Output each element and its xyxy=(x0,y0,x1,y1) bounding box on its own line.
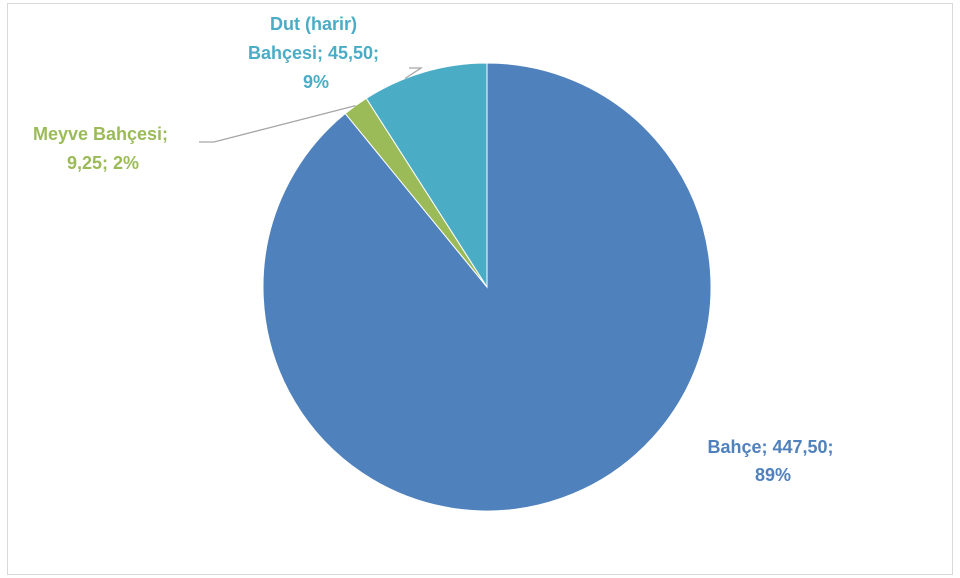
pie-slices xyxy=(262,62,712,512)
pie-slice-dut-bahcesi xyxy=(365,62,488,289)
data-label-meyve-bahcesi-line-1: Meyve Bahçesi; xyxy=(33,124,168,144)
data-labels: Bahçe; 447,50; 89% Meyve Bahçesi; 9,25; … xyxy=(33,14,838,485)
data-label-meyve-bahcesi-line-2: 9,25; 2% xyxy=(67,153,139,173)
leader-lines xyxy=(199,67,424,143)
data-label-bahce-line-1: Bahçe; 447,50; xyxy=(707,437,833,457)
data-label-meyve-bahcesi: Meyve Bahçesi; 9,25; 2% xyxy=(33,124,173,173)
data-label-bahce-line-2: 89% xyxy=(755,465,791,485)
data-label-dut-bahcesi: Dut (harir) Bahçesi; 45,50; 9% xyxy=(248,14,384,92)
data-label-dut-bahcesi-line-1: Dut (harir) xyxy=(270,14,357,34)
leader-line-meyve-bahcesi xyxy=(199,104,356,143)
data-label-bahce: Bahçe; 447,50; 89% xyxy=(707,437,838,485)
data-label-dut-bahcesi-line-2: Bahçesi; 45,50; xyxy=(248,43,379,63)
leader-line-dut-bahcesi xyxy=(404,67,424,80)
data-label-dut-bahcesi-line-3: 9% xyxy=(303,72,329,92)
